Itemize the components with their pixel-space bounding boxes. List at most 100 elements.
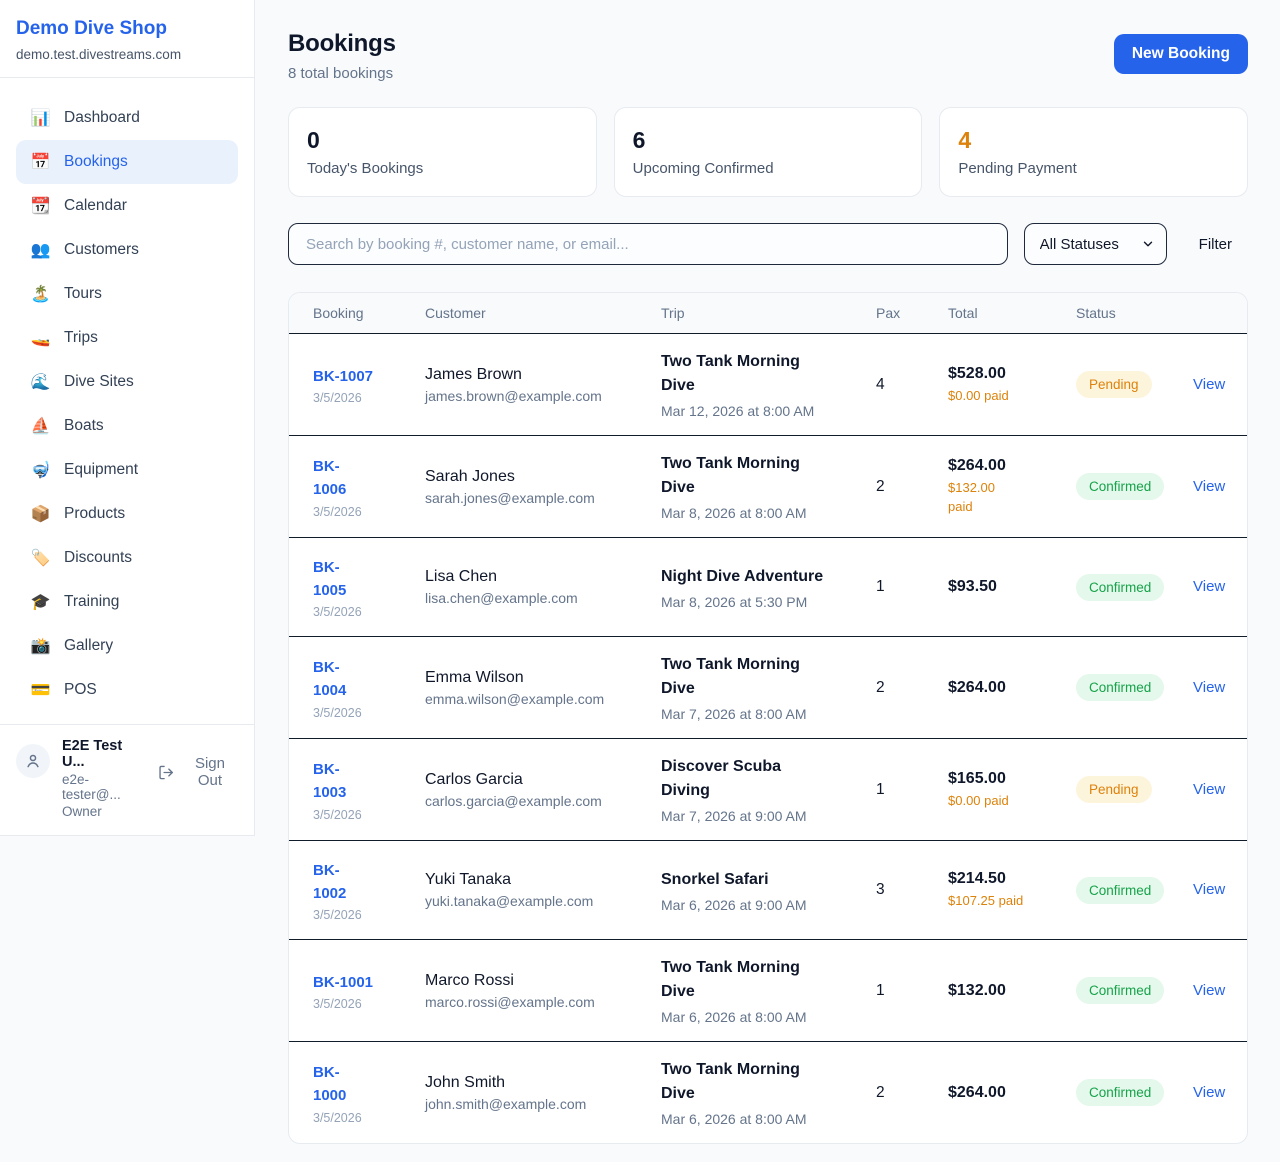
page-subtitle: 8 total bookings	[288, 65, 394, 82]
booking-id-link[interactable]: BK-1007	[313, 367, 374, 385]
status-select[interactable]: All Statuses	[1023, 223, 1167, 266]
status-cell: Confirmed	[1076, 473, 1193, 501]
sidebar-item-label: Products	[64, 505, 126, 522]
booking-id-link[interactable]: BK-1004	[313, 659, 347, 700]
total-amount: $264.00	[948, 1083, 1006, 1101]
trip-datetime: Mar 12, 2026 at 8:00 AM	[661, 403, 815, 420]
sidebar-item-gallery[interactable]: 📸 Gallery	[16, 624, 238, 668]
view-link[interactable]: View	[1193, 578, 1226, 596]
trip-cell: Two Tank Morning Dive Mar 12, 2026 at 8:…	[661, 350, 876, 419]
table-row: BK-1001 3/5/2026 Marco Rossi marco.rossi…	[289, 939, 1247, 1041]
total-cell: $264.00 $132.00 paid	[948, 457, 1076, 517]
customer-email: carlos.garcia@example.com	[425, 792, 602, 809]
column-header-status: Status	[1076, 305, 1116, 322]
total-cell: $528.00 $0.00 paid	[948, 365, 1076, 406]
sidebar-item-equipment[interactable]: 🤿 Equipment	[16, 448, 238, 492]
sidebar-item-label: Trips	[64, 329, 98, 346]
booking-id-link[interactable]: BK-1002	[313, 861, 347, 902]
search-input[interactable]	[288, 223, 1008, 266]
customer-name: Sarah Jones	[425, 467, 515, 485]
status-cell: Confirmed	[1076, 977, 1193, 1005]
sidebar-user-footer: E2E Test U... e2e-tester@... Owner Sign …	[0, 724, 254, 835]
trip-name: Discover Scuba Diving	[661, 758, 782, 800]
trip-datetime: Mar 8, 2026 at 5:30 PM	[661, 593, 808, 610]
camera-icon: 📸	[30, 638, 51, 655]
sidebar-item-dive-sites[interactable]: 🌊 Dive Sites	[16, 360, 238, 404]
booking-cell: BK-1004 3/5/2026	[313, 656, 425, 720]
booking-date: 3/5/2026	[313, 605, 362, 620]
customer-name: Emma Wilson	[425, 668, 524, 686]
status-badge: Confirmed	[1076, 1079, 1165, 1107]
shop-name[interactable]: Demo Dive Shop	[16, 18, 167, 39]
pax-cell: 1	[876, 981, 885, 999]
view-link[interactable]: View	[1193, 375, 1226, 393]
filter-button[interactable]: Filter	[1183, 236, 1248, 253]
avatar	[16, 744, 50, 778]
total-cell: $132.00	[948, 982, 1076, 1000]
sidebar-item-boats[interactable]: ⛵ Boats	[16, 404, 238, 448]
booking-date: 3/5/2026	[313, 391, 362, 406]
table-row: BK-1002 3/5/2026 Yuki Tanaka yuki.tanaka…	[289, 840, 1247, 939]
sidebar-item-dashboard[interactable]: 📊 Dashboard	[16, 96, 238, 140]
view-link[interactable]: View	[1193, 780, 1226, 798]
customer-email: marco.rossi@example.com	[425, 993, 595, 1010]
tag-icon: 🏷️	[30, 550, 51, 567]
trip-cell: Two Tank Morning Dive Mar 7, 2026 at 8:0…	[661, 653, 876, 722]
sidebar-item-discounts[interactable]: 🏷️ Discounts	[16, 536, 238, 580]
column-header-booking: Booking	[313, 305, 364, 322]
sidebar-item-customers[interactable]: 👥 Customers	[16, 228, 238, 272]
status-badge: Pending	[1076, 776, 1152, 804]
booking-id-link[interactable]: BK-1000	[313, 1064, 347, 1105]
pax-cell: 1	[876, 780, 885, 798]
graduation-cap-icon: 🎓	[30, 594, 51, 611]
booking-cell: BK-1002 3/5/2026	[313, 859, 425, 923]
total-cell: $93.50	[948, 578, 1076, 596]
sidebar-item-calendar[interactable]: 📆 Calendar	[16, 184, 238, 228]
stat-value: 4	[958, 127, 972, 153]
view-link[interactable]: View	[1193, 1083, 1226, 1101]
booking-id-link[interactable]: BK-1001	[313, 973, 374, 991]
credit-card-icon: 💳	[30, 682, 51, 699]
booking-cell: BK-1001 3/5/2026	[313, 971, 425, 1011]
sidebar-item-tours[interactable]: 🏝️ Tours	[16, 272, 238, 316]
new-booking-button[interactable]: New Booking	[1113, 34, 1248, 74]
speedboat-icon: 🚤	[30, 330, 51, 347]
package-icon: 📦	[30, 506, 51, 523]
booking-id-link[interactable]: BK-1006	[313, 458, 347, 499]
booking-cell: BK-1005 3/5/2026	[313, 556, 425, 620]
tear-off-calendar-icon: 📆	[30, 198, 51, 215]
trip-name: Snorkel Safari	[661, 870, 769, 888]
table-row: BK-1006 3/5/2026 Sarah Jones sarah.jones…	[289, 435, 1247, 537]
total-amount: $132.00	[948, 981, 1006, 999]
sidebar-item-label: Bookings	[64, 153, 128, 170]
customer-email: john.smith@example.com	[425, 1095, 587, 1112]
sidebar-item-bookings[interactable]: 📅 Bookings	[16, 140, 238, 184]
sidebar-item-trips[interactable]: 🚤 Trips	[16, 316, 238, 360]
trip-datetime: Mar 7, 2026 at 9:00 AM	[661, 808, 807, 825]
total-amount: $264.00	[948, 678, 1006, 696]
sidebar-item-pos[interactable]: 💳 POS	[16, 668, 238, 712]
customer-cell: Sarah Jones sarah.jones@example.com	[425, 468, 661, 506]
status-cell: Confirmed	[1076, 573, 1193, 601]
trip-name: Two Tank Morning Dive	[661, 656, 800, 698]
view-link[interactable]: View	[1193, 477, 1226, 495]
booking-id-link[interactable]: BK-1005	[313, 558, 347, 599]
view-cell: View	[1193, 375, 1226, 394]
booking-id-link[interactable]: BK-1003	[313, 761, 347, 802]
user-info: E2E Test U... e2e-tester@... Owner	[62, 738, 146, 819]
view-link[interactable]: View	[1193, 678, 1226, 696]
status-cell: Confirmed	[1076, 876, 1193, 904]
view-link[interactable]: View	[1193, 981, 1226, 999]
sign-out-button[interactable]: Sign Out	[158, 755, 238, 789]
pax-cell: 2	[876, 678, 885, 696]
trip-datetime: Mar 8, 2026 at 8:00 AM	[661, 505, 807, 522]
shop-domain: demo.test.divestreams.com	[16, 47, 182, 62]
sidebar-item-products[interactable]: 📦 Products	[16, 492, 238, 536]
trip-name: Two Tank Morning Dive	[661, 455, 800, 497]
sidebar-item-training[interactable]: 🎓 Training	[16, 580, 238, 624]
trip-name: Night Dive Adventure	[661, 567, 824, 585]
sidebar-header: Demo Dive Shop demo.test.divestreams.com	[0, 0, 254, 78]
view-link[interactable]: View	[1193, 881, 1226, 899]
pax-cell: 2	[876, 477, 885, 495]
customer-name: James Brown	[425, 365, 522, 383]
